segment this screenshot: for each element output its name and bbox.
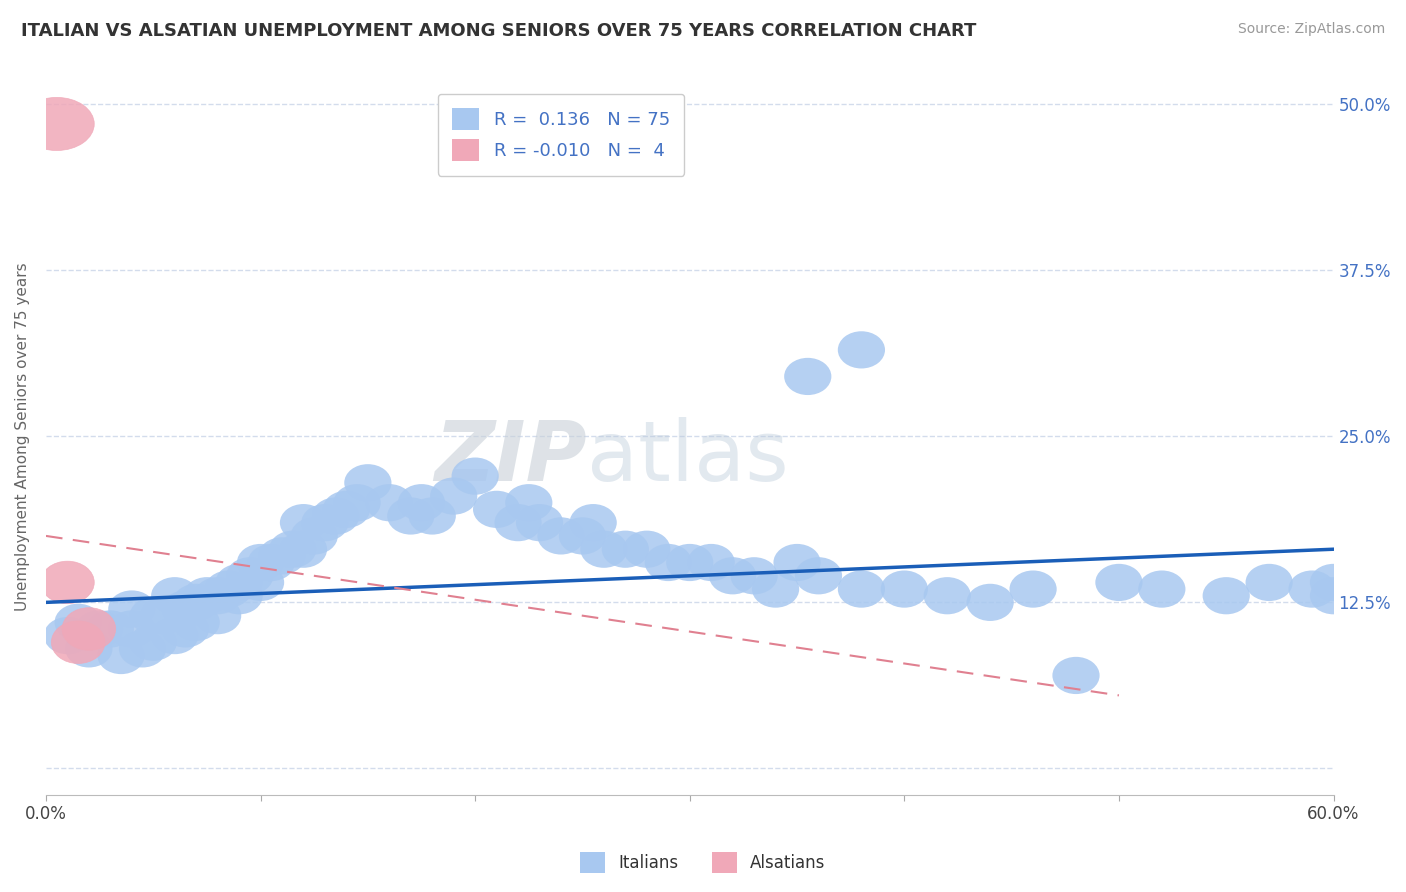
Ellipse shape xyxy=(87,610,134,648)
Ellipse shape xyxy=(259,537,305,574)
Ellipse shape xyxy=(731,558,778,594)
Ellipse shape xyxy=(773,544,821,581)
Ellipse shape xyxy=(238,564,284,601)
Ellipse shape xyxy=(108,610,156,648)
Ellipse shape xyxy=(1010,571,1057,607)
Ellipse shape xyxy=(301,504,349,541)
Ellipse shape xyxy=(269,531,316,568)
Ellipse shape xyxy=(924,577,972,615)
Ellipse shape xyxy=(1246,564,1292,601)
Ellipse shape xyxy=(838,331,884,368)
Ellipse shape xyxy=(1310,577,1357,615)
Ellipse shape xyxy=(1053,657,1099,694)
Ellipse shape xyxy=(451,458,499,495)
Ellipse shape xyxy=(645,544,692,581)
Text: ITALIAN VS ALSATIAN UNEMPLOYMENT AMONG SENIORS OVER 75 YEARS CORRELATION CHART: ITALIAN VS ALSATIAN UNEMPLOYMENT AMONG S… xyxy=(21,22,976,40)
Ellipse shape xyxy=(1202,577,1250,615)
Legend: Italians, Alsatians: Italians, Alsatians xyxy=(574,846,832,880)
Ellipse shape xyxy=(1095,564,1143,601)
Text: Source: ZipAtlas.com: Source: ZipAtlas.com xyxy=(1237,22,1385,37)
Ellipse shape xyxy=(150,577,198,615)
Ellipse shape xyxy=(387,498,434,534)
Ellipse shape xyxy=(173,604,219,641)
Ellipse shape xyxy=(215,564,263,601)
Ellipse shape xyxy=(472,491,520,528)
Ellipse shape xyxy=(52,621,105,664)
Ellipse shape xyxy=(1310,564,1357,601)
Ellipse shape xyxy=(141,597,187,634)
Ellipse shape xyxy=(569,504,617,541)
Legend: R =  0.136   N = 75, R = -0.010   N =  4: R = 0.136 N = 75, R = -0.010 N = 4 xyxy=(437,94,685,176)
Text: atlas: atlas xyxy=(586,417,789,499)
Ellipse shape xyxy=(205,571,252,607)
Ellipse shape xyxy=(880,571,928,607)
Ellipse shape xyxy=(291,517,337,555)
Ellipse shape xyxy=(44,617,91,654)
Ellipse shape xyxy=(602,531,650,568)
Ellipse shape xyxy=(752,571,799,607)
Text: ZIP: ZIP xyxy=(434,417,586,499)
Ellipse shape xyxy=(280,504,328,541)
Ellipse shape xyxy=(280,531,328,568)
Ellipse shape xyxy=(76,610,124,648)
Ellipse shape xyxy=(120,631,166,667)
Ellipse shape xyxy=(108,591,156,628)
Ellipse shape xyxy=(150,617,198,654)
Ellipse shape xyxy=(20,97,94,151)
Ellipse shape xyxy=(333,484,381,521)
Ellipse shape xyxy=(62,607,115,650)
Ellipse shape xyxy=(398,484,446,521)
Ellipse shape xyxy=(709,558,756,594)
Ellipse shape xyxy=(537,517,585,555)
Ellipse shape xyxy=(194,597,242,634)
Ellipse shape xyxy=(366,484,413,521)
Ellipse shape xyxy=(623,531,671,568)
Ellipse shape xyxy=(238,544,284,581)
Ellipse shape xyxy=(558,517,606,555)
Ellipse shape xyxy=(785,358,831,395)
Ellipse shape xyxy=(344,464,391,501)
Ellipse shape xyxy=(966,583,1014,621)
Ellipse shape xyxy=(516,504,564,541)
Ellipse shape xyxy=(226,558,273,594)
Y-axis label: Unemployment Among Seniors over 75 years: Unemployment Among Seniors over 75 years xyxy=(15,262,30,610)
Ellipse shape xyxy=(194,577,242,615)
Ellipse shape xyxy=(838,571,884,607)
Ellipse shape xyxy=(1139,571,1185,607)
Ellipse shape xyxy=(55,604,101,641)
Ellipse shape xyxy=(215,577,263,615)
Ellipse shape xyxy=(688,544,735,581)
Ellipse shape xyxy=(794,558,842,594)
Ellipse shape xyxy=(1288,571,1336,607)
Ellipse shape xyxy=(666,544,713,581)
Ellipse shape xyxy=(41,561,94,604)
Ellipse shape xyxy=(430,477,477,515)
Ellipse shape xyxy=(162,610,209,648)
Ellipse shape xyxy=(581,531,627,568)
Ellipse shape xyxy=(173,583,219,621)
Ellipse shape xyxy=(323,491,370,528)
Ellipse shape xyxy=(183,577,231,615)
Ellipse shape xyxy=(97,637,145,674)
Ellipse shape xyxy=(505,484,553,521)
Ellipse shape xyxy=(312,498,360,534)
Ellipse shape xyxy=(247,544,295,581)
Ellipse shape xyxy=(162,591,209,628)
Ellipse shape xyxy=(129,597,177,634)
Ellipse shape xyxy=(409,498,456,534)
Ellipse shape xyxy=(129,624,177,661)
Ellipse shape xyxy=(65,631,112,667)
Ellipse shape xyxy=(495,504,541,541)
